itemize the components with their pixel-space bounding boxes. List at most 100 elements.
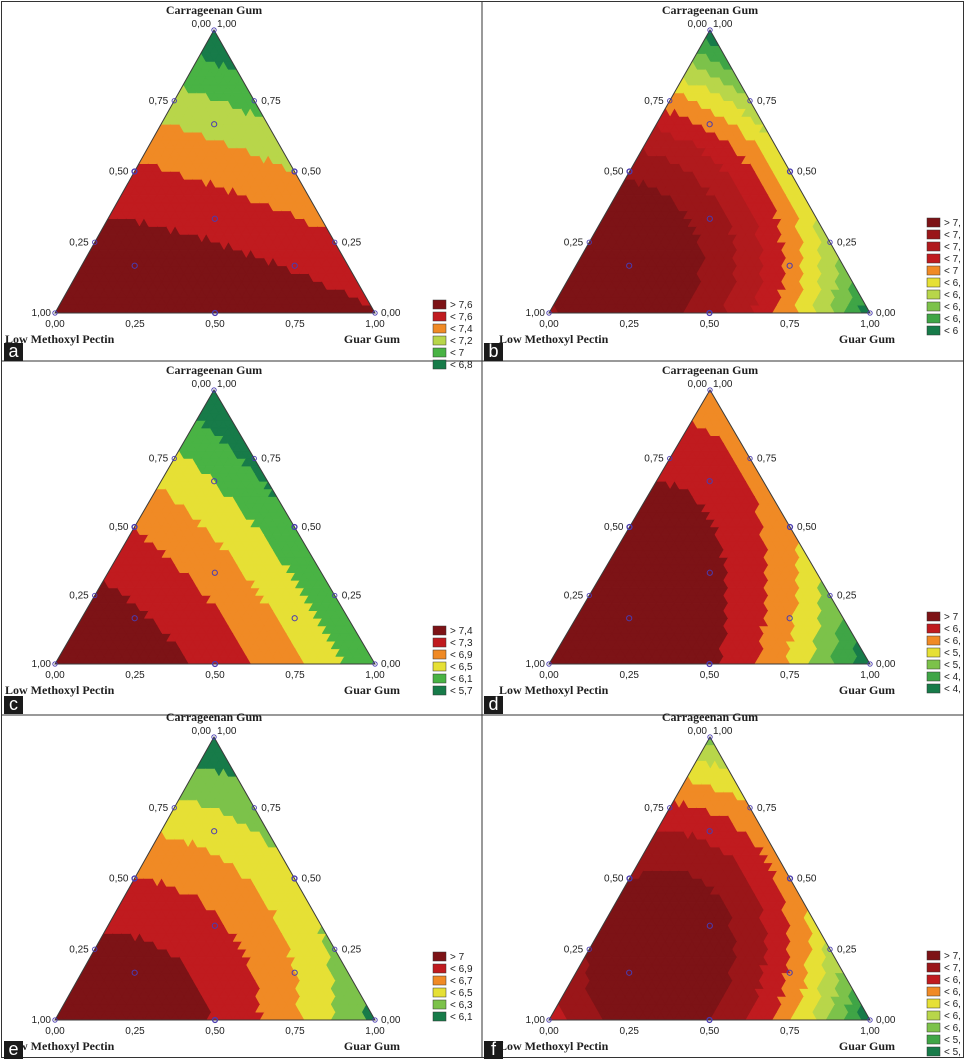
tick-label: 0,50 (604, 167, 624, 178)
apex-top-label: Carrageenan Gum (166, 710, 262, 724)
legend-label: < 7,3 (450, 638, 473, 649)
legend-swatch (432, 999, 447, 1010)
tick-label: 0,50 (797, 167, 817, 178)
tick-label: 0,50 (797, 522, 817, 533)
edge-point (827, 946, 833, 952)
tick-label: 0,25 (620, 1026, 640, 1037)
tick-label: 0,00 (688, 19, 708, 30)
legend-label: > 7 (944, 612, 959, 623)
tick-label: 0,25 (342, 237, 362, 248)
legend-swatch (926, 313, 941, 324)
apex-left-label: Low Methoxyl Pectin (5, 332, 115, 346)
legend-label: < 7,6 (450, 312, 473, 323)
edge-point (291, 524, 298, 530)
legend: > 7,4< 7,3< 6,9< 6,5< 6,1< 5,7 (432, 625, 473, 697)
legend-label: < 6,9 (450, 650, 473, 661)
contour-fill (549, 30, 870, 313)
ternary-frame (548, 28, 871, 314)
legend-label: < 5,7 (450, 686, 473, 697)
design-point (211, 121, 218, 128)
legend-label: < 6,7 (450, 976, 473, 987)
design-point (786, 615, 793, 622)
panel-label: f (491, 1039, 497, 1059)
tick-label: 0,50 (604, 522, 624, 533)
design-point (131, 969, 138, 976)
design-point (291, 262, 298, 269)
edge-point (212, 310, 218, 316)
tick-label: 0,25 (620, 670, 640, 681)
tick-label: 0,00 (45, 670, 65, 681)
legend-swatch (432, 323, 447, 334)
apex-left-label: Low Methoxyl Pectin (5, 1039, 115, 1053)
design-point (131, 262, 138, 269)
edge-point (707, 27, 713, 33)
edge-point (52, 661, 58, 667)
edge-point (251, 805, 257, 811)
legend-label: < 6 (944, 326, 959, 337)
legend-label: < 5, (944, 1047, 961, 1058)
ternary-frame (54, 735, 376, 1021)
tick-label: 1,00 (860, 670, 880, 681)
tick-label: 0,25 (564, 944, 584, 955)
legend-label: < 6,5 (450, 662, 473, 673)
legend: > 7,< 7,< 6,< 6,< 6,< 6,< 6,< 5,< 5, (926, 950, 961, 1058)
tick-label: 0,75 (757, 803, 777, 814)
design-point (211, 478, 218, 485)
edge-point (92, 239, 98, 245)
edge-point (827, 592, 833, 599)
tick-label: 0,75 (285, 319, 305, 330)
panel-label-box (484, 343, 503, 361)
edge-point (747, 455, 753, 462)
edge-point (171, 455, 177, 462)
design-point (211, 922, 218, 929)
apex-top-label: Carrageenan Gum (662, 3, 758, 17)
design-point (291, 969, 298, 976)
legend-label: < 6,3 (450, 1000, 473, 1011)
tick-label: 1,00 (365, 319, 385, 330)
edge-point (867, 310, 873, 316)
tick-label: 0,75 (149, 96, 169, 107)
tick-label: 0,50 (700, 319, 720, 330)
legend: > 7,< 7,< 7,< 7,< 7< 6,< 6,< 6,< 6,< 6 (926, 217, 961, 337)
legend-swatch (432, 347, 447, 358)
legend-swatch (926, 277, 941, 288)
legend-swatch (926, 253, 941, 264)
legend-swatch (432, 975, 447, 986)
legend-label: < 5, (944, 648, 961, 659)
apex-right-label: Guar Gum (839, 1039, 895, 1053)
ternary-frame (54, 389, 376, 665)
tick-label: 0,50 (109, 874, 129, 885)
edge-point (706, 1017, 713, 1023)
tick-label: 1,00 (32, 659, 52, 670)
apex-right-label: Guar Gum (344, 332, 400, 346)
legend-swatch (432, 673, 447, 684)
contour-fill (55, 30, 375, 313)
legend-label: < 6, (944, 314, 961, 325)
tick-label: 0,00 (688, 379, 708, 390)
legend-label: > 7, (944, 218, 961, 229)
tick-label: 0,00 (876, 659, 896, 670)
tick-label: 0,50 (302, 874, 322, 885)
edge-point (546, 1017, 552, 1023)
panel-d: Carrageenan Gum Low Methoxyl Pectin Guar G… (484, 363, 961, 714)
legend-swatch (432, 335, 447, 346)
panel-e: Carrageenan Gum Low Methoxyl Pectin Guar G… (4, 710, 473, 1059)
legend-swatch (926, 1034, 941, 1045)
edge-point (586, 239, 592, 245)
design-point (211, 828, 218, 835)
tick-label: 0,00 (876, 1015, 896, 1026)
edge-point (747, 98, 753, 104)
apex-left-label: Low Methoxyl Pectin (5, 683, 115, 697)
tick-label: 0,00 (192, 379, 212, 390)
tick-label: 1,00 (32, 1015, 52, 1026)
legend-label: > 7, (944, 951, 961, 962)
edge-point (867, 661, 873, 667)
tick-label: 0,50 (604, 874, 624, 885)
legend-swatch (926, 635, 941, 646)
legend-label: < 7, (944, 254, 961, 265)
legend-swatch (926, 647, 941, 658)
edge-point (586, 592, 592, 599)
edge-point (251, 98, 257, 104)
tick-label: 0,25 (837, 591, 857, 602)
tick-label: 0,50 (302, 522, 322, 533)
